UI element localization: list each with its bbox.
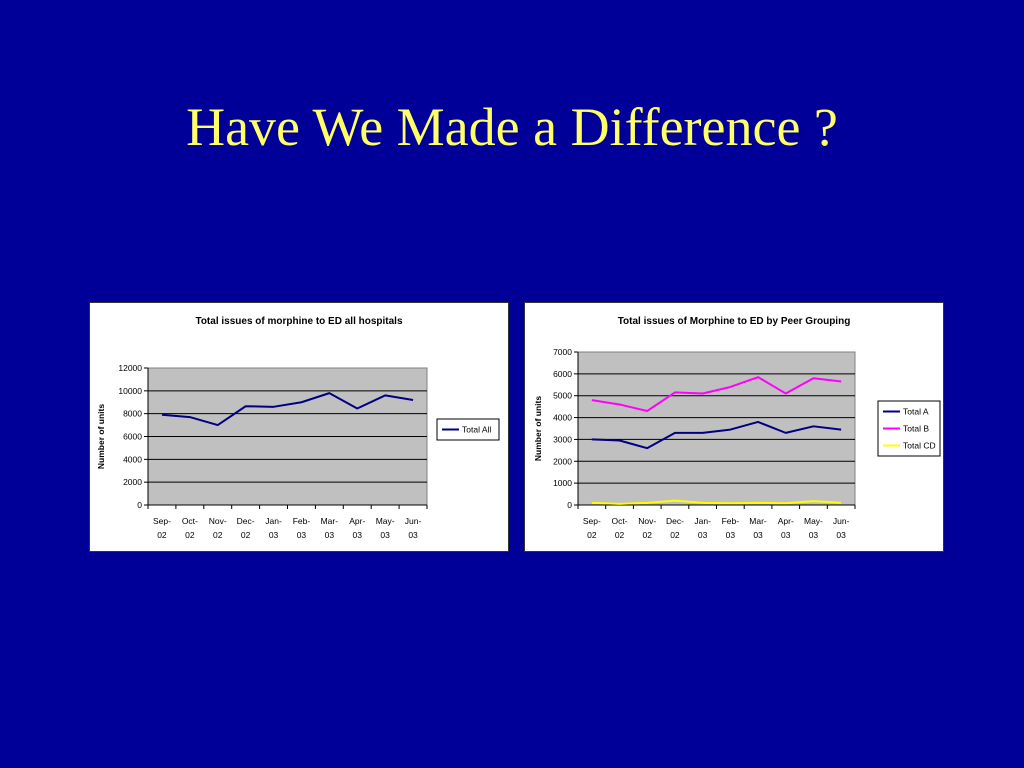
x-tick-label-month: Mar- [749, 516, 767, 526]
x-tick-label-month: Feb- [293, 516, 311, 526]
x-tick-label-year: 03 [408, 530, 418, 540]
x-tick-label-month: Jan- [694, 516, 711, 526]
y-tick-label: 7000 [553, 347, 572, 357]
chart-peer-grouping: Total issues of Morphine to ED by Peer G… [533, 316, 941, 540]
y-tick-label: 0 [567, 500, 572, 510]
plot-area [577, 351, 856, 506]
chart-panel-peer-grouping: Total issues of Morphine to ED by Peer G… [524, 302, 944, 552]
x-tick-label-month: Jan- [265, 516, 282, 526]
y-tick-label: 4000 [123, 454, 142, 464]
series-line-total-b [591, 376, 842, 413]
x-tick-label-year: 02 [587, 530, 597, 540]
y-axis-label: Number of units [533, 396, 543, 461]
y-tick-label: 3000 [553, 434, 572, 444]
x-tick-label-month: Feb- [722, 516, 740, 526]
x-tick-label-year: 02 [185, 530, 195, 540]
y-tick-label: 1000 [553, 478, 572, 488]
x-tick-label-year: 02 [670, 530, 680, 540]
x-tick-label-month: Nov- [209, 516, 227, 526]
y-axis-label: Number of units [96, 404, 106, 469]
series-line-total-all [161, 392, 414, 427]
x-tick-label-month: Dec- [237, 516, 255, 526]
x-tick-label-year: 03 [836, 530, 846, 540]
x-tick-label-year: 03 [726, 530, 736, 540]
x-tick-label-month: Dec- [666, 516, 684, 526]
x-tick-label-year: 02 [643, 530, 653, 540]
x-tick-label-year: 03 [297, 530, 307, 540]
x-tick-label-month: Nov- [638, 516, 656, 526]
y-tick-label: 12000 [118, 363, 142, 373]
x-tick-label-year: 03 [325, 530, 335, 540]
x-tick-label-month: Jun- [833, 516, 850, 526]
x-tick-label-month: Apr- [778, 516, 794, 526]
x-tick-label-month: Apr- [349, 516, 365, 526]
slide-title: Have We Made a Difference ? [186, 97, 838, 157]
y-tick-label: 6000 [123, 432, 142, 442]
chart-panel-all-hospitals: Total issues of morphine to ED all hospi… [89, 302, 509, 552]
x-tick-label-month: Jun- [405, 516, 422, 526]
legend-label: Total A [903, 407, 929, 417]
x-tick-label-month: Oct- [612, 516, 628, 526]
series-line-total-a [591, 420, 842, 450]
x-tick-label-year: 02 [157, 530, 167, 540]
y-tick-label: 5000 [553, 391, 572, 401]
chart-title: Total issues of Morphine to ED by Peer G… [618, 316, 851, 327]
x-tick-label-year: 03 [753, 530, 763, 540]
x-tick-label-year: 03 [809, 530, 819, 540]
x-tick-label-year: 03 [269, 530, 279, 540]
x-tick-label-year: 02 [213, 530, 223, 540]
x-tick-label-month: Mar- [321, 516, 339, 526]
y-tick-label: 10000 [118, 386, 142, 396]
x-tick-label-month: Sep- [153, 516, 171, 526]
legend-label: Total B [903, 424, 929, 434]
x-tick-label-month: Oct- [182, 516, 198, 526]
y-tick-label: 4000 [553, 413, 572, 423]
chart-title: Total issues of morphine to ED all hospi… [195, 316, 403, 327]
y-tick-label: 0 [137, 500, 142, 510]
x-tick-label-year: 03 [380, 530, 390, 540]
chart-all-hospitals: Total issues of morphine to ED all hospi… [96, 316, 500, 540]
legend-box [436, 418, 500, 441]
x-tick-label-year: 03 [353, 530, 363, 540]
x-tick-label-year: 02 [241, 530, 251, 540]
x-tick-label-month: May- [376, 516, 395, 526]
y-tick-label: 8000 [123, 409, 142, 419]
x-tick-label-month: Sep- [583, 516, 601, 526]
y-tick-label: 2000 [123, 477, 142, 487]
x-tick-label-year: 02 [615, 530, 625, 540]
series-line-total-cd [591, 499, 842, 505]
legend-label: Total CD [903, 441, 936, 451]
y-tick-label: 6000 [553, 369, 572, 379]
x-tick-label-year: 03 [781, 530, 791, 540]
legend-label: Total All [462, 425, 491, 435]
y-tick-label: 2000 [553, 456, 572, 466]
x-tick-label-month: May- [804, 516, 823, 526]
x-tick-label-year: 03 [698, 530, 708, 540]
